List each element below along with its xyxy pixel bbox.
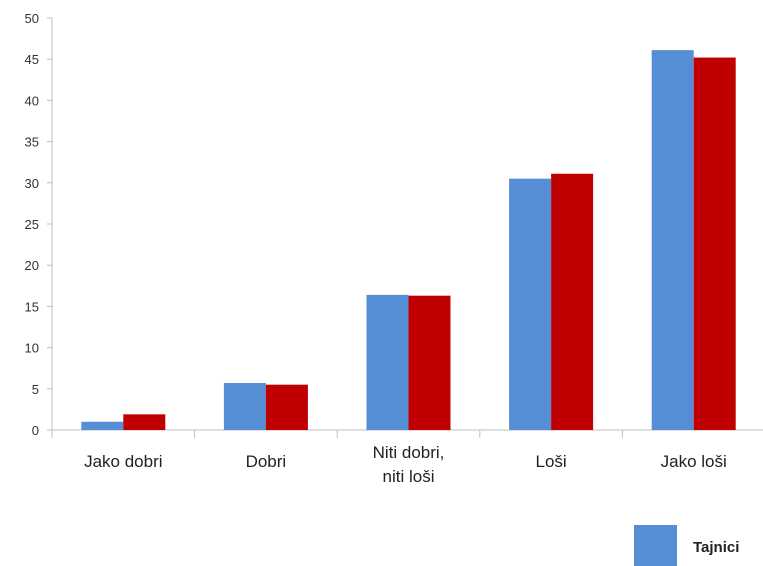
x-category-label: Dobri (246, 452, 287, 471)
bar-series-2-5 (693, 57, 736, 430)
x-category-label: niti loši (383, 467, 435, 486)
bar-series-2-2 (265, 384, 308, 430)
x-category-label: Jako dobri (84, 452, 162, 471)
x-category-label: Loši (536, 452, 567, 471)
bar-series-1-3 (366, 294, 409, 430)
bar-series-2-4 (551, 173, 594, 430)
bar-series-1-4 (509, 178, 552, 430)
bar-series-1-5 (651, 50, 694, 431)
y-tick-label: 10 (25, 341, 39, 356)
y-tick-label: 35 (25, 135, 39, 150)
bar-series-2-1 (123, 414, 166, 430)
y-tick-label: 15 (25, 299, 39, 314)
y-tick-label: 50 (25, 11, 39, 26)
bar-series-1-1 (81, 421, 124, 430)
x-category-label: Jako loši (661, 452, 727, 471)
y-tick-label: 0 (32, 423, 39, 438)
x-axis: Jako dobri Dobri Niti dobri, niti loši Loši J… (51, 429, 763, 486)
y-tick-label: 30 (25, 176, 39, 191)
y-tick-label: 40 (25, 93, 39, 108)
legend-swatch (634, 525, 677, 566)
y-tick-label: 20 (25, 258, 39, 273)
y-tick-label: 25 (25, 217, 39, 232)
bars (81, 50, 736, 431)
legend-label: Tajnici (693, 539, 739, 556)
y-axis: 0 5 10 15 20 25 30 35 40 45 50 (25, 11, 53, 438)
y-tick-label: 5 (32, 382, 39, 397)
x-category-label: Niti dobri, (373, 443, 445, 462)
bar-series-2-3 (408, 295, 451, 430)
legend: Tajnici (634, 525, 739, 566)
bar-series-1-2 (223, 383, 266, 430)
y-tick-label: 45 (25, 52, 39, 67)
